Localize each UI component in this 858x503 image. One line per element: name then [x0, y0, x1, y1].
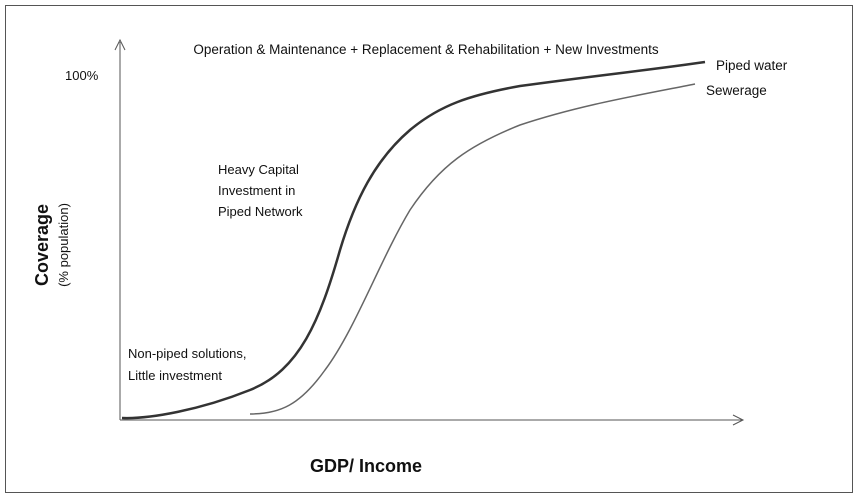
sewerage-curve [249, 83, 696, 415]
annotation-line: Piped Network [218, 204, 303, 219]
piped-water-curve [121, 60, 706, 420]
annotation-line: Investment in [218, 183, 295, 198]
curve-label: Sewerage [706, 83, 767, 98]
annotation-line: Little investment [128, 368, 222, 383]
top-label: 100% [65, 68, 99, 83]
x-axis-arrow [732, 414, 745, 426]
title: Operation & Maintenance + Replacement & … [193, 42, 659, 57]
annotation-line: Non-piped solutions, [128, 346, 247, 361]
y-axis-label: Coverage [32, 204, 52, 286]
curve-label: Piped water [716, 58, 788, 73]
y-axis-sublabel: (% population) [56, 203, 71, 287]
x-axis-label: GDP/ Income [310, 456, 422, 476]
y-axis-arrow [114, 38, 126, 51]
annotation-line: Heavy Capital [218, 162, 299, 177]
frame [5, 5, 853, 493]
